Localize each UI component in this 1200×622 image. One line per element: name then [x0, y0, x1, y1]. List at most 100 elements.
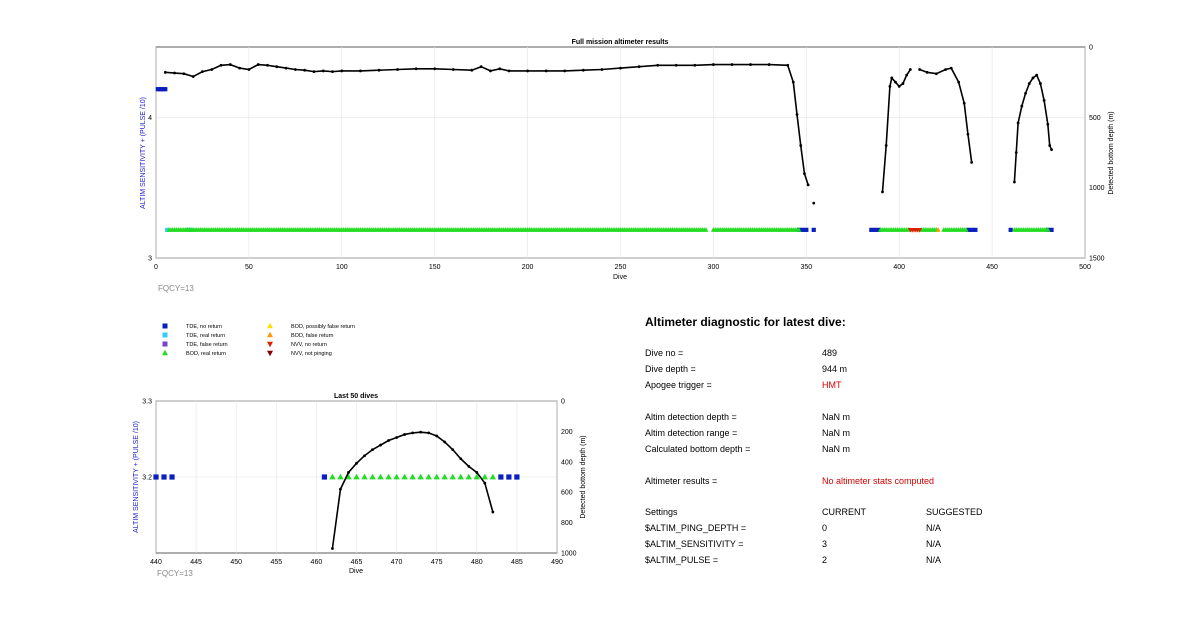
depth-point — [489, 69, 492, 73]
depth-point — [1048, 144, 1052, 147]
y-tick-label-left: 4 — [148, 115, 152, 122]
x-tick-label: 445 — [190, 559, 202, 566]
depth-point — [483, 481, 487, 485]
tde-no-return-marker — [1008, 227, 1013, 232]
bottom-chart-y-label-left: ALTIM SENSITIVITY + (PULSE /10) — [133, 421, 140, 533]
bod-real-return-marker — [385, 473, 392, 480]
y-tick-label-right: 0 — [561, 399, 565, 406]
depth-point — [1024, 92, 1027, 95]
depth-point — [1035, 73, 1039, 77]
top-chart-title: Full mission altimeter results — [572, 39, 669, 46]
x-tick-label: 475 — [431, 559, 443, 566]
tde-no-return-marker — [153, 474, 159, 480]
bod-real-return-marker — [329, 473, 336, 480]
depth-point — [435, 434, 439, 438]
depth-point — [730, 63, 734, 66]
depth-point — [806, 183, 810, 187]
x-tick-label: 450 — [230, 559, 242, 566]
depth-point — [581, 68, 585, 72]
depth-point — [1027, 82, 1031, 85]
legend-marker — [267, 322, 273, 329]
depth-point — [358, 69, 362, 73]
top-chart-x-ticks: 0 50 100 150 200 250 300 350 400 450 500 — [154, 264, 1091, 271]
bod-real-return-marker — [401, 473, 408, 480]
depth-point — [918, 68, 922, 71]
setting-label: $ALTIM_PULSE = — [645, 555, 719, 565]
depth-point — [403, 433, 407, 436]
depth-point — [656, 63, 660, 67]
depth-point — [451, 68, 455, 71]
bod-real-return-marker — [393, 473, 400, 480]
diagnostic-value: HMT — [822, 380, 842, 390]
diagnostic-value: NaN m — [822, 412, 851, 422]
x-tick-label: 485 — [511, 559, 523, 566]
depth-point — [1046, 122, 1050, 126]
depth-point — [966, 132, 970, 136]
depth-point — [767, 63, 771, 66]
diagnostic-label: Altim detection depth = — [645, 412, 737, 422]
bod-real-return-marker — [361, 473, 368, 480]
x-tick-label: 250 — [615, 264, 627, 271]
depth-point — [427, 431, 431, 435]
depth-point — [498, 67, 502, 71]
depth-point — [363, 454, 366, 458]
tde-no-return-marker — [876, 227, 881, 232]
bod-real-return-marker — [337, 473, 344, 480]
x-tick-label: 470 — [391, 559, 403, 566]
x-tick-label: 150 — [429, 264, 441, 271]
bottom-chart-fqcy-label: FQCY=13 — [157, 569, 193, 578]
depth-point — [247, 68, 251, 71]
settings-header-suggested: SUGGESTED — [926, 507, 983, 517]
legend-marker — [267, 350, 273, 357]
legend-label: BOD, real return — [186, 351, 226, 357]
depth-point — [957, 80, 961, 84]
depth-point — [884, 144, 888, 147]
legend-label: TDE, false return — [186, 342, 228, 348]
tde-no-return-marker — [1049, 227, 1054, 232]
setting-suggested-value: N/A — [926, 523, 942, 533]
depth-point — [395, 436, 398, 439]
bod-false-return-marker — [935, 227, 941, 232]
bod-real-return-marker — [796, 227, 802, 232]
x-tick-label: 400 — [893, 264, 905, 271]
bod-real-return-marker — [441, 473, 448, 480]
settings-header-current: CURRENT — [822, 507, 866, 517]
top-chart: Full mission altimeter results 0 50 100 150… — [140, 39, 1115, 293]
depth-point — [637, 65, 641, 69]
legend-label: TDE, no return — [186, 324, 222, 330]
depth-point — [467, 464, 471, 468]
top-chart-y-ticks-right: 0 500 1000 1500 — [1089, 45, 1105, 263]
setting-current-value: 3 — [822, 539, 828, 549]
bod-real-return-marker — [433, 473, 440, 480]
depth-point — [340, 69, 344, 73]
depth-point — [491, 510, 495, 514]
depth-point — [331, 547, 334, 550]
setting-current-value: 0 — [822, 523, 828, 533]
depth-point — [901, 82, 905, 85]
depth-point — [210, 68, 214, 71]
bod-real-return-marker — [377, 473, 384, 480]
depth-point — [419, 430, 423, 434]
depth-point — [355, 461, 358, 465]
depth-point — [1039, 82, 1042, 85]
depth-point — [803, 172, 806, 176]
top-chart-fqcy-label: FQCY=13 — [158, 284, 194, 293]
legend-label: BOD, false return — [291, 333, 334, 339]
setting-label: $ALTIM_PING_DEPTH = — [645, 523, 747, 533]
depth-point — [443, 440, 447, 444]
y-tick-label-right: 200 — [561, 429, 573, 436]
top-chart-grid — [155, 47, 1086, 259]
depth-point — [925, 70, 929, 74]
y-tick-label-right: 1000 — [1089, 185, 1105, 192]
legend-marker — [162, 349, 168, 356]
depth-point — [371, 448, 374, 452]
legend-marker — [162, 323, 168, 329]
depth-point — [507, 69, 511, 73]
depth-point — [949, 66, 953, 70]
nvv-no-return-marker — [917, 227, 923, 233]
setting-suggested-value: N/A — [926, 555, 942, 565]
y-tick-label-right: 800 — [561, 520, 573, 527]
y-tick-label-left: 3 — [148, 256, 152, 263]
bod-real-return-marker — [473, 473, 480, 480]
legend-label: NVV, no return — [291, 342, 327, 348]
